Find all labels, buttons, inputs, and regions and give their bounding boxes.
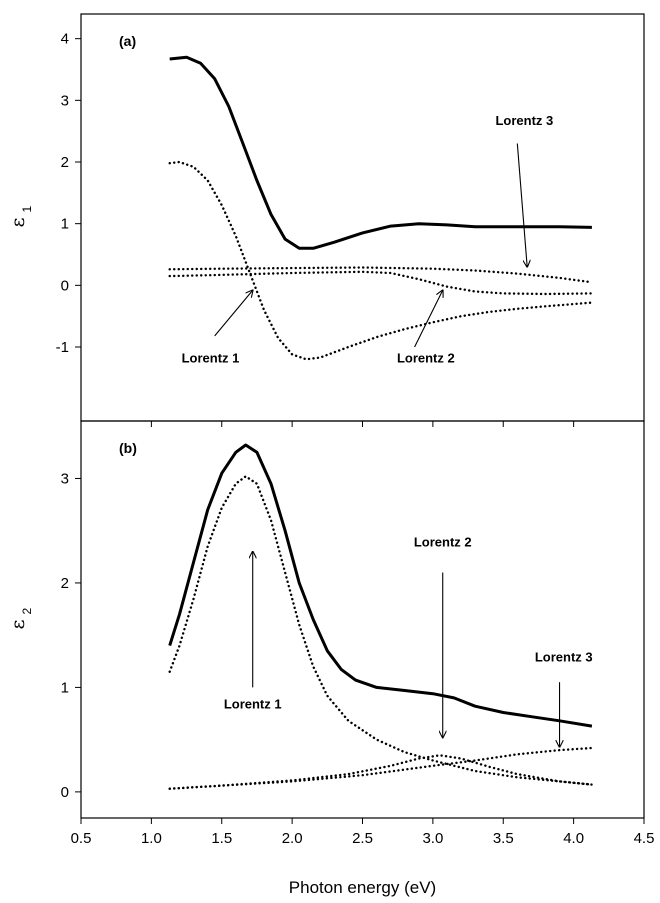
plot-frame — [80, 13, 645, 422]
annotation-label: Lorentz 2 — [414, 534, 472, 549]
panel-label: (b) — [119, 440, 137, 456]
series-line-1 — [168, 475, 594, 786]
annotation-arrow — [414, 290, 443, 348]
series-line-0 — [168, 443, 593, 728]
panel-b: 0.5 1.0 1.5 2.0 2.5 3.0 3.5 4.0 4.50123ε2Photon … — [7, 420, 655, 897]
x-tick-label: 1.5 — [211, 830, 232, 847]
y-tick-label: 0 — [61, 277, 69, 294]
y-tick-label: 2 — [61, 575, 69, 592]
series-line-3 — [168, 746, 594, 790]
y-axis-label: ε1 — [7, 206, 34, 228]
y-tick-label: -1 — [56, 339, 69, 356]
y-axis-label-symbol: ε — [7, 218, 29, 228]
y-tick-label: 2 — [61, 154, 69, 171]
y-tick-label: 4 — [61, 31, 69, 48]
annotation-label: Lorentz 3 — [495, 113, 553, 128]
y-axis-label: ε2 — [7, 608, 34, 630]
panel-label: (a) — [119, 33, 136, 49]
series-line-3 — [168, 266, 594, 284]
annotation-arrow — [214, 290, 253, 337]
x-tick-label: 2.0 — [282, 830, 303, 847]
x-tick-label: 4.5 — [634, 830, 655, 847]
y-tick-label: 1 — [61, 679, 69, 696]
x-tick-label: 0.5 — [71, 830, 92, 847]
annotation-arrow — [516, 143, 527, 267]
y-tick-label: 3 — [61, 92, 69, 109]
annotation-label: Lorentz 1 — [182, 350, 240, 365]
annotation-label: Lorentz 3 — [535, 649, 593, 664]
annotation-label: Lorentz 1 — [224, 696, 282, 711]
x-tick-label: 2.5 — [352, 830, 373, 847]
annotation-label: Lorentz 2 — [397, 350, 455, 365]
x-tick-label: 3.5 — [493, 830, 514, 847]
y-tick-label: 1 — [61, 216, 69, 233]
series-line-1 — [168, 160, 594, 361]
y-tick-label: 0 — [61, 784, 69, 801]
series-line-0 — [169, 55, 592, 250]
series-line-2 — [168, 270, 594, 296]
y-tick-label: 3 — [61, 470, 69, 487]
x-axis-title: Photon energy (eV) — [289, 878, 436, 897]
y-axis-label-subscript: 2 — [20, 608, 34, 615]
x-tick-label: 3.0 — [422, 830, 443, 847]
y-axis-label-symbol: ε — [7, 620, 29, 630]
series-line-2 — [168, 754, 594, 790]
plot-frame — [80, 420, 645, 819]
x-tick-label: 1.0 — [141, 830, 162, 847]
x-tick-label: 4.0 — [563, 830, 584, 847]
y-axis-label-subscript: 1 — [20, 206, 34, 213]
